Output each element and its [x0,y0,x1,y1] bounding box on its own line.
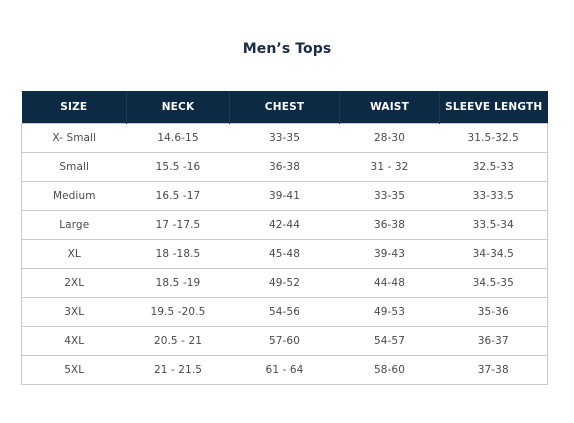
cell-neck: 18 -18.5 [126,238,230,269]
cell-sleeve-length: 32.5-33 [439,151,548,182]
table-row: Large 17 -17.5 42-44 36-38 33.5-34 [21,209,548,240]
cell-sleeve-length: 33.5-34 [439,209,548,240]
header-neck: NECK [126,91,230,123]
table-body: X- Small 14.6-15 33-35 28-30 31.5-32.5 S… [21,122,548,385]
cell-neck: 15.5 -16 [126,151,230,182]
cell-neck: 17 -17.5 [126,209,230,240]
cell-chest: 39-41 [229,180,340,211]
cell-chest: 33-35 [229,122,340,153]
cell-size: 5XL [21,354,127,385]
table-row: X- Small 14.6-15 33-35 28-30 31.5-32.5 [21,122,548,153]
cell-chest: 45-48 [229,238,340,269]
cell-size: Medium [21,180,127,211]
cell-sleeve-length: 36-37 [439,325,548,356]
table-row: Small 15.5 -16 36-38 31 - 32 32.5-33 [21,151,548,182]
cell-waist: 58-60 [339,354,440,385]
header-sleeve-length: SLEEVE LENGTH [439,91,548,123]
table-row: 5XL 21 - 21.5 61 - 64 58-60 37-38 [21,354,548,385]
cell-sleeve-length: 34.5-35 [439,267,548,298]
cell-neck: 21 - 21.5 [126,354,230,385]
header-waist: WAIST [339,91,440,123]
cell-waist: 49-53 [339,296,440,327]
cell-chest: 61 - 64 [229,354,340,385]
cell-chest: 42-44 [229,209,340,240]
cell-chest: 57-60 [229,325,340,356]
header-chest: CHEST [229,91,340,123]
table-row: Medium 16.5 -17 39-41 33-35 33-33.5 [21,180,548,211]
size-chart-table: SIZE NECK CHEST WAIST SLEEVE LENGTH X- S… [21,91,548,385]
cell-sleeve-length: 37-38 [439,354,548,385]
cell-waist: 39-43 [339,238,440,269]
cell-chest: 54-56 [229,296,340,327]
cell-neck: 19.5 -20.5 [126,296,230,327]
cell-waist: 54-57 [339,325,440,356]
cell-waist: 28-30 [339,122,440,153]
cell-chest: 49-52 [229,267,340,298]
cell-sleeve-length: 31.5-32.5 [439,122,548,153]
table-header: SIZE NECK CHEST WAIST SLEEVE LENGTH [21,91,548,123]
table-row: 4XL 20.5 - 21 57-60 54-57 36-37 [21,325,548,356]
cell-size: Small [21,151,127,182]
cell-sleeve-length: 33-33.5 [439,180,548,211]
table-row: XL 18 -18.5 45-48 39-43 34-34.5 [21,238,548,269]
cell-size: 3XL [21,296,127,327]
cell-neck: 20.5 - 21 [126,325,230,356]
cell-waist: 44-48 [339,267,440,298]
header-row: SIZE NECK CHEST WAIST SLEEVE LENGTH [21,91,548,123]
table-row: 3XL 19.5 -20.5 54-56 49-53 35-36 [21,296,548,327]
cell-sleeve-length: 34-34.5 [439,238,548,269]
cell-size: Large [21,209,127,240]
cell-size: XL [21,238,127,269]
header-size: SIZE [60,100,88,113]
cell-waist: 31 - 32 [339,151,440,182]
cell-waist: 33-35 [339,180,440,211]
cell-waist: 36-38 [339,209,440,240]
cell-neck: 14.6-15 [126,122,230,153]
cell-size: 2XL [21,267,127,298]
cell-neck: 16.5 -17 [126,180,230,211]
page-title: Men’s Tops [242,41,332,57]
cell-size: X- Small [21,122,127,153]
cell-sleeve-length: 35-36 [439,296,548,327]
cell-neck: 18.5 -19 [126,267,230,298]
table-row: 2XL 18.5 -19 49-52 44-48 34.5-35 [21,267,548,298]
cell-size: 4XL [21,325,127,356]
cell-chest: 36-38 [229,151,340,182]
